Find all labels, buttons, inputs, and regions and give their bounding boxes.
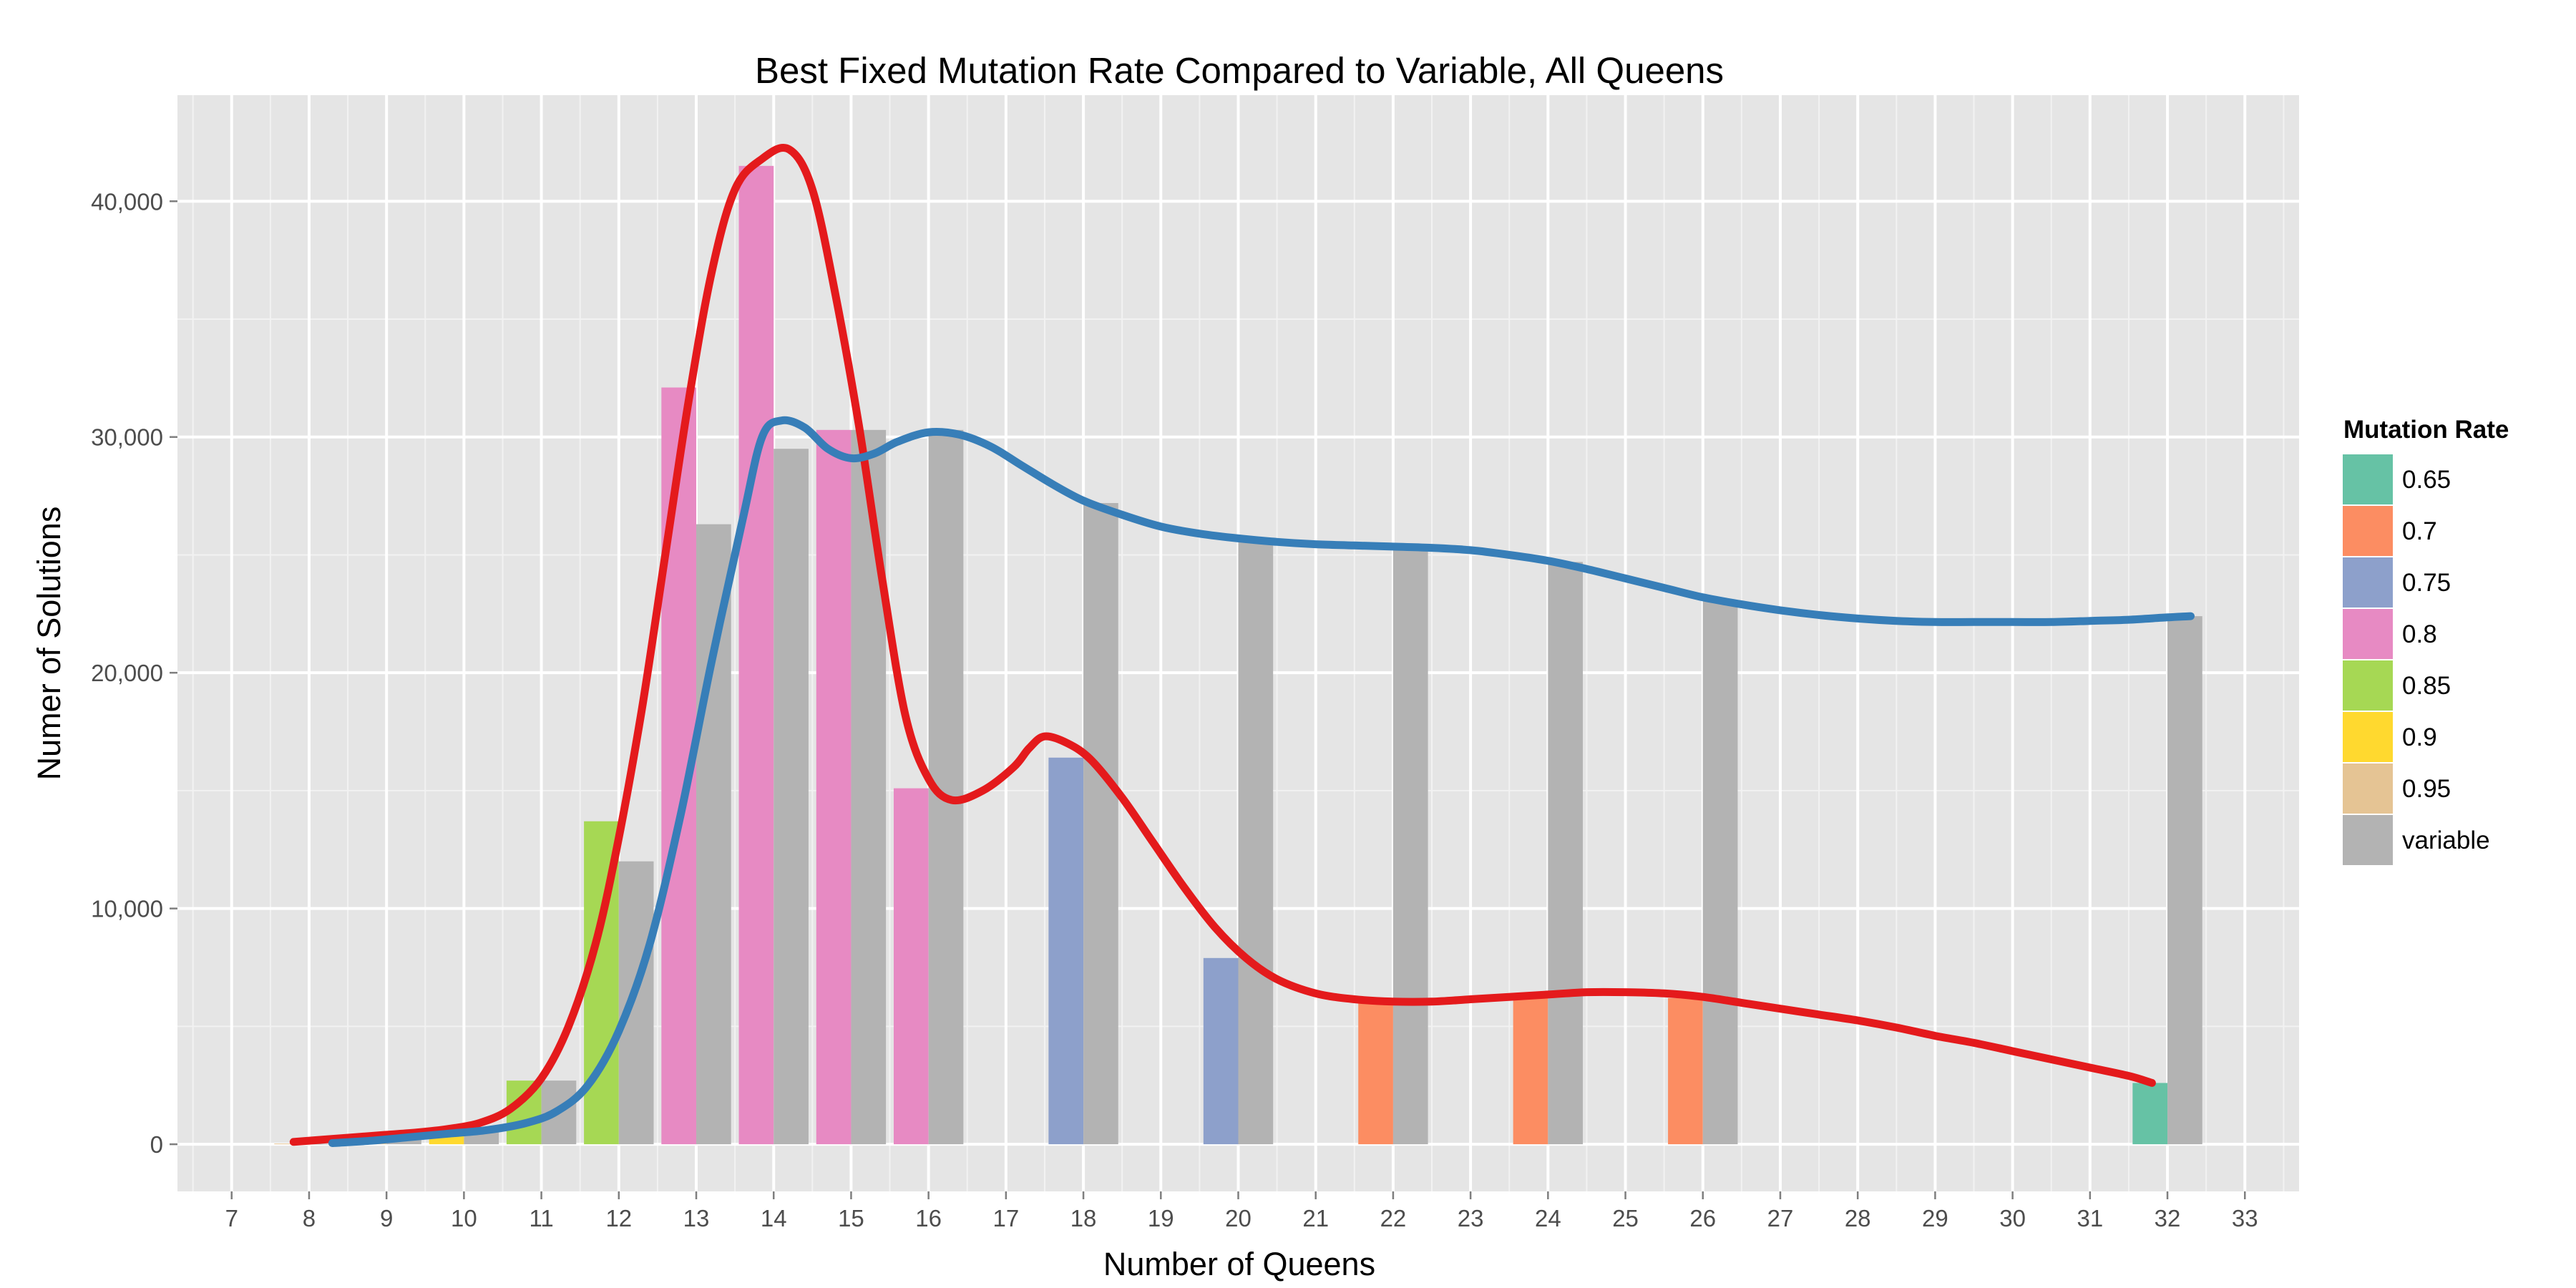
legend-swatch bbox=[2343, 454, 2393, 504]
bar-best-fixed-15 bbox=[816, 429, 852, 1145]
legend-title: Mutation Rate bbox=[2343, 416, 2509, 444]
legend-label: variable bbox=[2402, 826, 2490, 854]
x-tick-label: 22 bbox=[1380, 1205, 1407, 1231]
x-tick-label: 14 bbox=[761, 1205, 787, 1231]
x-tick-label: 23 bbox=[1458, 1205, 1484, 1231]
x-tick-label: 11 bbox=[529, 1205, 553, 1231]
y-tick-label: 40,000 bbox=[91, 188, 163, 215]
bar-variable-12 bbox=[618, 861, 654, 1145]
legend-label: 0.9 bbox=[2402, 723, 2437, 751]
trend-line-2 bbox=[328, 416, 2195, 1147]
y-axis-title: Numer of Solutions bbox=[31, 507, 67, 781]
bars bbox=[274, 165, 2202, 1145]
bar-best-fixed-20 bbox=[1203, 957, 1239, 1145]
bar-variable-13 bbox=[696, 524, 731, 1145]
x-tick-label: 29 bbox=[1922, 1205, 1948, 1231]
legend-label: 0.85 bbox=[2402, 672, 2451, 700]
bar-variable-18 bbox=[1083, 502, 1118, 1145]
bar-variable-15 bbox=[851, 429, 887, 1145]
legend-swatch bbox=[2343, 660, 2393, 711]
x-tick-label: 12 bbox=[605, 1205, 632, 1231]
x-tick-label: 31 bbox=[2077, 1205, 2103, 1231]
legend-swatch bbox=[2343, 506, 2393, 556]
bar-variable-26 bbox=[1702, 600, 1738, 1145]
bar-best-fixed-16 bbox=[893, 788, 929, 1145]
legend-label: 0.95 bbox=[2402, 775, 2451, 803]
y-tick-label: 30,000 bbox=[91, 424, 163, 451]
x-tick-label: 21 bbox=[1302, 1205, 1329, 1231]
x-axis-title: Number of Queens bbox=[1103, 1246, 1375, 1282]
legend-label: 0.8 bbox=[2402, 620, 2437, 648]
x-tick-label: 16 bbox=[915, 1205, 942, 1231]
bar-best-fixed-18 bbox=[1048, 757, 1084, 1145]
chart-title: Best Fixed Mutation Rate Compared to Var… bbox=[755, 50, 1724, 91]
x-tick-label: 7 bbox=[225, 1205, 238, 1231]
axes: 7 8 9 10 11 12 13 14 15 16 17 18 19 20 21 22 23 24 25 26 27 2… bbox=[91, 188, 2258, 1231]
bar-best-fixed-14 bbox=[738, 165, 774, 1145]
bar-best-fixed-26 bbox=[1668, 997, 1703, 1145]
x-tick-label: 33 bbox=[2232, 1205, 2258, 1231]
legend-swatch bbox=[2343, 815, 2393, 865]
x-tick-label: 24 bbox=[1535, 1205, 1561, 1231]
x-tick-label: 8 bbox=[303, 1205, 316, 1231]
x-tick-label: 10 bbox=[451, 1205, 477, 1231]
x-tick-label: 32 bbox=[2155, 1205, 2181, 1231]
x-tick-label: 25 bbox=[1612, 1205, 1639, 1231]
bar-variable-20 bbox=[1238, 538, 1274, 1145]
bar-variable-8 bbox=[308, 1143, 344, 1145]
bar-variable-22 bbox=[1392, 545, 1428, 1145]
y-tick-label: 10,000 bbox=[91, 896, 163, 922]
legend-swatch bbox=[2343, 763, 2393, 814]
bar-best-fixed-24 bbox=[1513, 993, 1548, 1145]
legend-label: 0.65 bbox=[2402, 466, 2451, 494]
x-tick-label: 9 bbox=[380, 1205, 393, 1231]
legend-label: 0.7 bbox=[2402, 517, 2437, 545]
bar-variable-14 bbox=[774, 449, 809, 1145]
x-tick-label: 20 bbox=[1225, 1205, 1252, 1231]
bar-variable-32 bbox=[2167, 616, 2202, 1145]
legend-swatch bbox=[2343, 557, 2393, 608]
y-tick-label: 20,000 bbox=[91, 660, 163, 686]
x-tick-label: 15 bbox=[838, 1205, 864, 1231]
bar-variable-24 bbox=[1548, 562, 1584, 1145]
bar-best-fixed-22 bbox=[1358, 1000, 1393, 1145]
trend-lines bbox=[289, 144, 2195, 1147]
legend-swatch bbox=[2343, 609, 2393, 659]
y-tick-label: 0 bbox=[150, 1131, 163, 1158]
bar-best-fixed-32 bbox=[2132, 1083, 2168, 1145]
trend-line-1 bbox=[289, 144, 2156, 1146]
x-tick-label: 30 bbox=[1999, 1205, 2026, 1231]
x-tick-label: 18 bbox=[1070, 1205, 1097, 1231]
x-tick-label: 19 bbox=[1148, 1205, 1174, 1231]
x-tick-label: 17 bbox=[993, 1205, 1020, 1231]
x-tick-label: 27 bbox=[1767, 1205, 1794, 1231]
x-tick-label: 28 bbox=[1845, 1205, 1871, 1231]
x-tick-label: 13 bbox=[683, 1205, 710, 1231]
x-tick-label: 26 bbox=[1689, 1205, 1716, 1231]
legend-swatch bbox=[2343, 712, 2393, 762]
legend-label: 0.75 bbox=[2402, 569, 2451, 597]
legend: Mutation Rate 0.65 0.7 0.75 0.8 0.85 0.9 0.95 v… bbox=[2341, 416, 2509, 867]
